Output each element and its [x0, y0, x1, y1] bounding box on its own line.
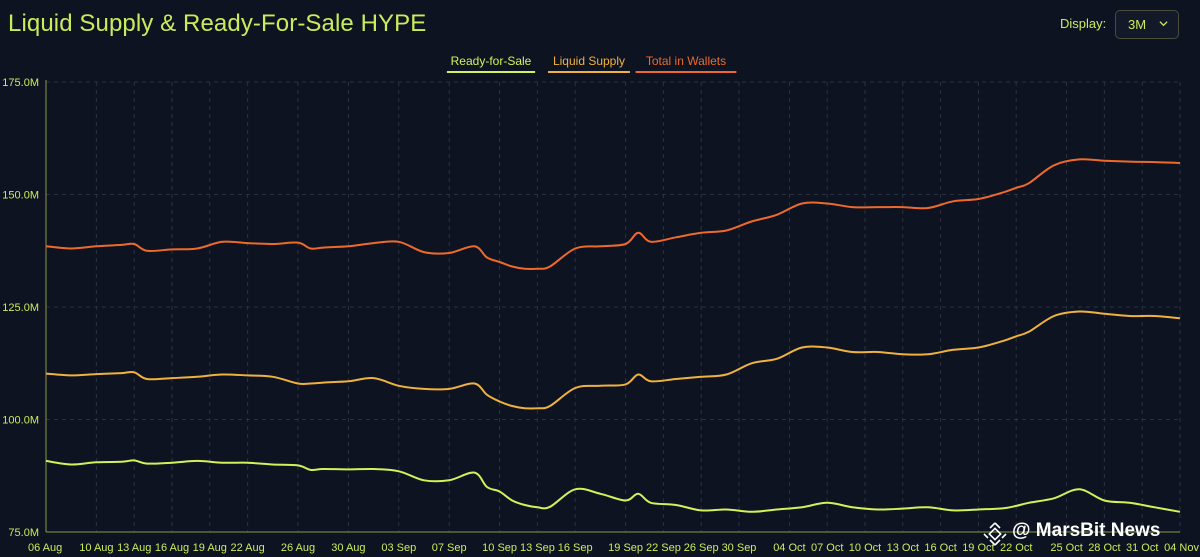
y-tick-label: 175.0M [2, 77, 39, 89]
x-tick-label: 06 Aug [28, 542, 62, 554]
x-tick-label: 03 Sep [381, 542, 416, 554]
x-tick-label: 13 Sep [520, 542, 555, 554]
display-range-select[interactable]: 3M [1115, 10, 1179, 39]
legend-label-ready-for-sale: Ready-for-Sale [451, 54, 532, 68]
x-tick-label: 31 Oct [1126, 542, 1158, 554]
x-tick-label: 30 Aug [331, 542, 365, 554]
x-tick-label: 10 Oct [849, 542, 881, 554]
x-tick-label: 16 Oct [924, 542, 956, 554]
x-tick-label: 04 Oct [773, 542, 805, 554]
x-tick-label: 16 Sep [558, 542, 593, 554]
x-tick-label: 10 Sep [482, 542, 517, 554]
series-line-total-in-wallets [45, 158, 1181, 271]
y-tick-label: 75.0M [8, 527, 39, 539]
x-tick-label: 07 Oct [811, 542, 843, 554]
display-range-value: 3M [1128, 17, 1147, 32]
display-label: Display: [1060, 16, 1107, 31]
x-tick-label: 13 Aug [117, 542, 151, 554]
x-tick-label: 19 Aug [193, 542, 227, 554]
x-tick-label: 25 Oct [1050, 542, 1082, 554]
watermark: @ MarsBit News [1012, 520, 1161, 541]
x-tick-label: 28 Oct [1088, 542, 1120, 554]
x-tick-label: 22 Aug [230, 542, 264, 554]
x-tick-label: 19 Sep [608, 542, 643, 554]
x-tick-label: 22 Sep [646, 542, 681, 554]
x-tick-label: 13 Oct [887, 542, 919, 554]
x-tick-label: 19 Oct [962, 542, 994, 554]
x-tick-label: 26 Sep [684, 542, 719, 554]
legend-label-total-in-wallets: Total in Wallets [646, 54, 726, 68]
x-tick-label: 16 Aug [155, 542, 189, 554]
x-tick-label: 22 Oct [1000, 542, 1032, 554]
y-tick-label: 125.0M [2, 302, 39, 314]
x-tick-label: 07 Sep [432, 542, 467, 554]
x-tick-label: 10 Aug [79, 542, 113, 554]
chevron-down-icon [1159, 21, 1168, 27]
x-tick-label: 30 Sep [722, 542, 757, 554]
x-tick-label: 26 Aug [281, 542, 315, 554]
legend-label-liquid-supply: Liquid Supply [553, 54, 625, 68]
series-line-ready-for-sale [45, 459, 1181, 513]
y-tick-label: 100.0M [2, 415, 39, 427]
series-line-liquid-supply [45, 310, 1181, 410]
x-tick-label: 04 Nov [1164, 542, 1199, 554]
y-tick-label: 150.0M [2, 190, 39, 202]
chart-title: Liquid Supply & Ready-For-Sale HYPE [8, 10, 427, 37]
binance-logo-icon [983, 522, 1007, 546]
